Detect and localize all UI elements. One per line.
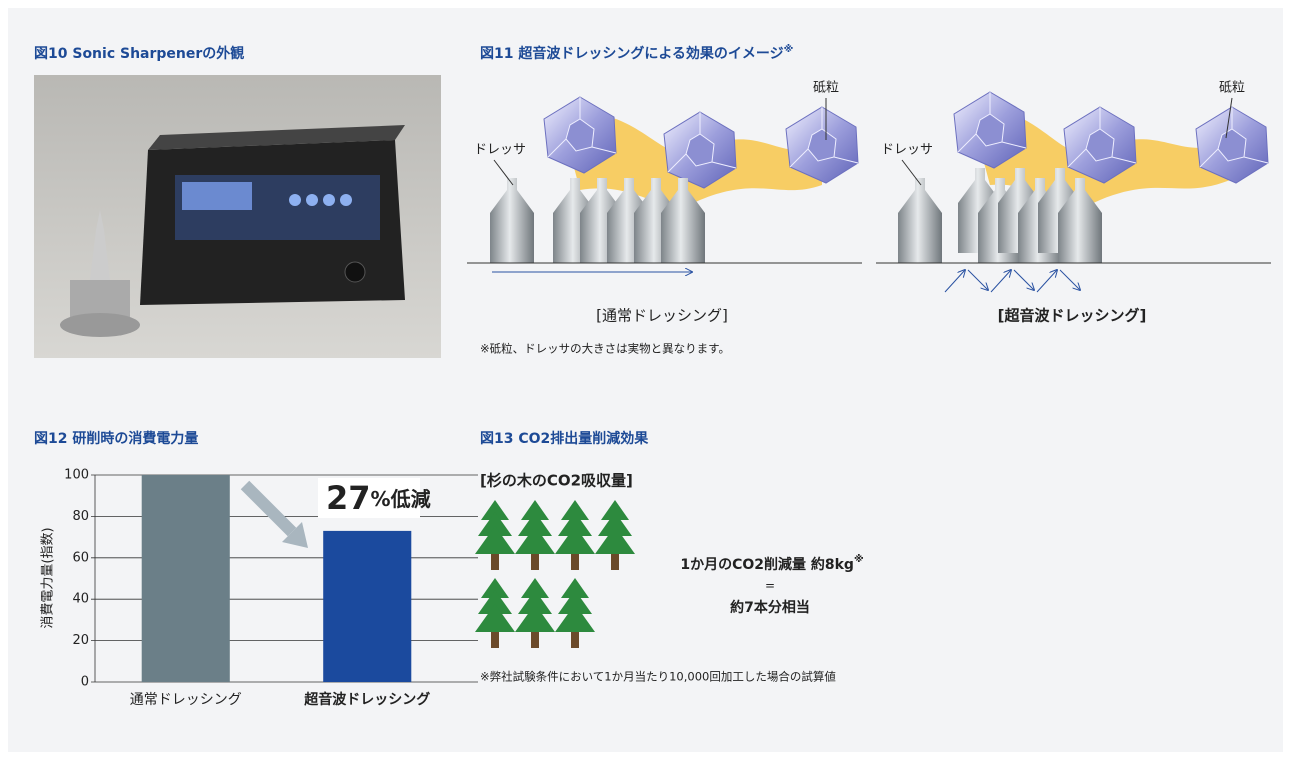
device-photo: [34, 75, 441, 358]
fig11-note: ※砥粒、ドレッサの大きさは実物と異なります。: [480, 342, 730, 356]
page: {"fig10": {"title": "図10 Sonic Sharpener…: [0, 0, 1291, 760]
y-tick-label: 100: [64, 468, 89, 483]
equivalent-line: 約7本分相当: [730, 599, 810, 616]
title-mark: ※: [784, 43, 794, 55]
bar: [142, 475, 230, 682]
normal-caption: [通常ドレッシング]: [596, 307, 728, 325]
fig11-title: 図11 超音波ドレッシングによる効果のイメージ※: [480, 43, 793, 62]
line-mark: ※: [854, 553, 864, 565]
fig13-title: 図13 CO2排出量削減効果: [480, 430, 649, 447]
fig10-title: 図10 Sonic Sharpenerの外観: [34, 45, 244, 62]
y-tick-label: 0: [81, 675, 89, 690]
grain-label: 砥粒: [813, 81, 839, 96]
y-tick-label: 40: [72, 592, 89, 607]
y-axis-label: 消費電力量(指数): [41, 527, 56, 628]
annotation-unit: %低減: [371, 487, 431, 511]
y-tick-label: 80: [72, 509, 89, 524]
line-text: 1か月のCO2削減量 約8kg: [680, 556, 854, 573]
y-tick-label: 60: [72, 550, 89, 565]
chart-title: 図12 研削時の消費電力量: [34, 430, 198, 447]
title-text: 図11 超音波ドレッシングによる効果のイメージ: [480, 45, 784, 62]
grain-label: 砥粒: [1219, 81, 1245, 96]
canvas: 図10 Sonic Sharpenerの外観 図11 超音波ドレッシングによる効…: [0, 0, 1291, 760]
ultrasonic-caption: [超音波ドレッシング]: [998, 307, 1147, 325]
fig13-note: ※弊社試験条件において1か月当たり10,000回加工した場合の試算値: [480, 670, 836, 684]
annotation-number: 27: [326, 479, 371, 517]
x-tick-label: 通常ドレッシング: [130, 692, 242, 708]
equals: =: [765, 579, 775, 593]
bar: [323, 531, 411, 682]
y-tick-label: 20: [72, 633, 89, 648]
x-tick-label: 超音波ドレッシング: [303, 691, 430, 708]
fig13-subtitle: [杉の木のCO2吸収量]: [480, 472, 633, 490]
dresser-label: ドレッサ: [881, 143, 933, 158]
dresser-label: ドレッサ: [474, 143, 526, 158]
